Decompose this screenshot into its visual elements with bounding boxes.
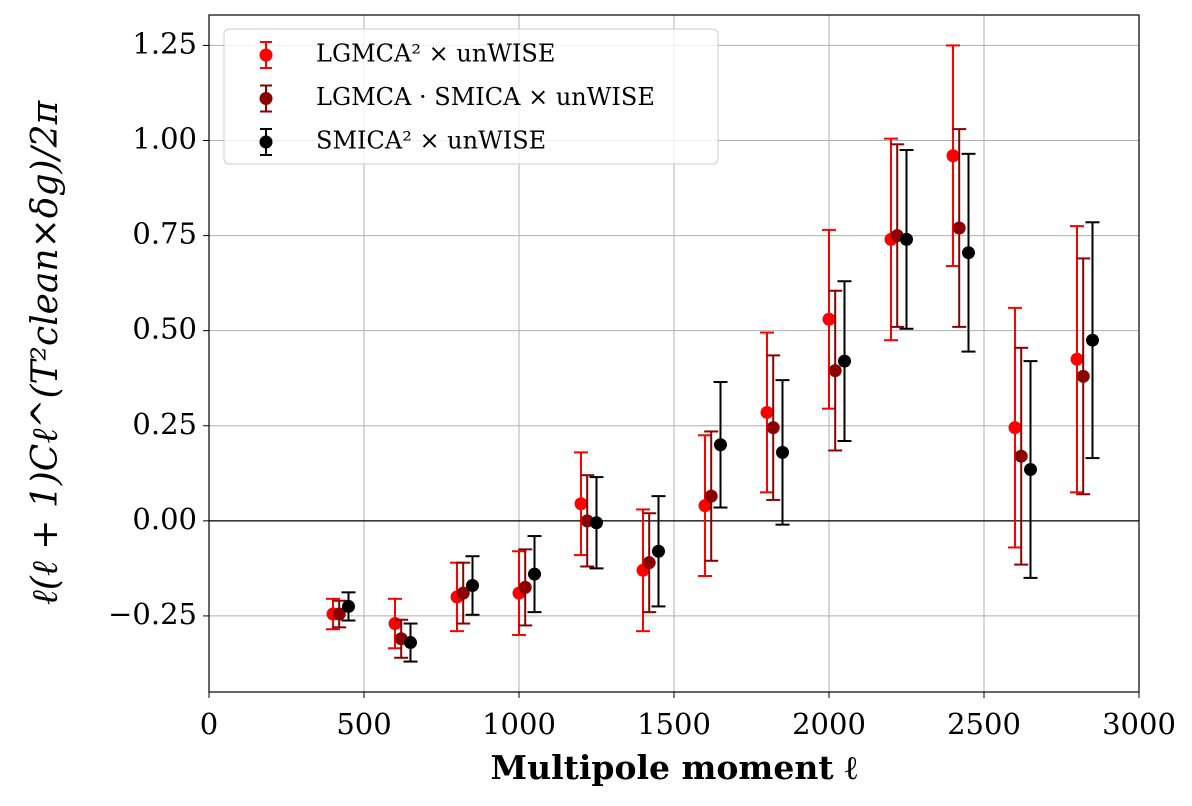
legend-label: LGMCA · SMICA × unWISE	[316, 83, 655, 111]
data-point	[962, 246, 975, 260]
legend-box	[223, 28, 719, 165]
data-point	[1070, 352, 1084, 366]
data-point	[776, 445, 789, 459]
y-tick-label: 0.25	[132, 407, 197, 441]
x-tick-label: 2500	[947, 707, 1021, 741]
data-point	[1014, 449, 1028, 463]
x-tick-label: 3000	[1102, 707, 1176, 741]
x-tick-label: 0	[200, 707, 218, 741]
x-axis-label: Multipole moment ℓ	[491, 748, 859, 787]
data-point	[766, 421, 780, 435]
data-point	[1024, 463, 1037, 477]
data-point	[332, 607, 346, 621]
data-point	[760, 405, 774, 419]
x-tick-label: 2000	[792, 707, 866, 741]
data-point	[704, 489, 718, 503]
data-point	[838, 354, 851, 368]
x-tick-label: 1500	[637, 707, 711, 741]
legend-marker	[259, 84, 273, 113]
legend-label: LGMCA² × unWISE	[316, 40, 555, 68]
plot-frame	[208, 14, 1140, 693]
legend-label: SMICA² × unWISE	[316, 127, 546, 155]
data-point	[404, 636, 417, 650]
data-point	[952, 221, 966, 235]
data-point	[946, 149, 960, 163]
data-point	[456, 586, 470, 600]
data-point	[652, 544, 665, 558]
legend-marker	[259, 41, 273, 69]
data-point	[1076, 369, 1090, 383]
data-point	[590, 516, 603, 530]
data-point	[828, 364, 842, 378]
data-point	[642, 556, 656, 570]
data-point	[528, 567, 541, 581]
data-point	[574, 497, 588, 511]
x-tick-label: 1000	[482, 707, 556, 741]
y-tick-label: 1.00	[132, 122, 197, 156]
y-tick-label: −0.25	[108, 597, 197, 631]
y-tick-label: 0.00	[132, 502, 197, 536]
x-tick-label: 500	[336, 707, 391, 741]
y-axis-label: ℓ(ℓ + 1)Cℓ^(T²clean×δg)/2π	[25, 99, 66, 605]
data-point	[1008, 421, 1022, 435]
data-point	[342, 599, 355, 613]
y-tick-label: 1.25	[132, 26, 197, 60]
data-point	[518, 580, 532, 594]
y-tick-label: 0.50	[132, 312, 197, 346]
y-tick-label: 0.75	[132, 217, 197, 251]
data-point	[1086, 333, 1099, 347]
legend-marker	[259, 128, 273, 156]
data-point	[466, 579, 479, 593]
data-point	[714, 438, 727, 452]
data-point	[900, 232, 913, 246]
data-point	[698, 499, 712, 513]
data-point	[822, 312, 836, 326]
